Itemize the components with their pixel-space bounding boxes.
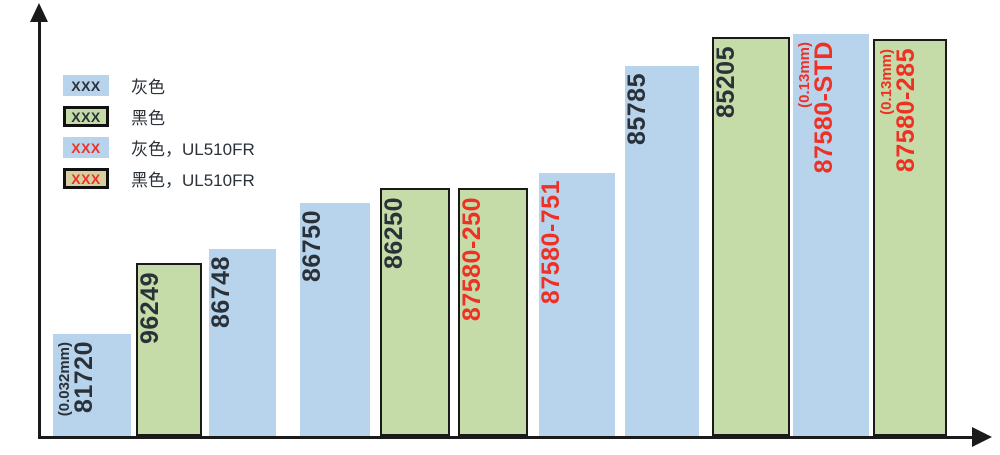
bar-86748[interactable]: 86748: [209, 249, 276, 436]
x-axis-arrow-icon: [972, 427, 992, 447]
legend-swatch-icon: XXX: [63, 168, 109, 189]
bar-sublabel: (0.032mm): [56, 342, 73, 417]
legend-swatch-icon: XXX: [63, 137, 109, 158]
bar-sublabel: (0.13mm): [878, 49, 895, 115]
legend-label: 灰色: [131, 78, 165, 97]
legend-swatch-icon: XXX: [63, 106, 109, 127]
bar-96249[interactable]: 96249: [136, 263, 202, 436]
bar-value-label: 96249: [136, 272, 164, 345]
bar-87580-250[interactable]: 87580-250: [458, 188, 528, 436]
bar-81720[interactable]: 81720 (0.032mm): [53, 334, 131, 436]
legend-label: 灰色，UL510FR: [131, 140, 255, 159]
bar-value-label: 87580-285: [892, 48, 920, 173]
bar-value-label: 85785: [625, 73, 651, 146]
bar-87580-751[interactable]: 87580-751: [539, 173, 615, 436]
bar-value-label: 86748: [209, 256, 235, 329]
legend-label: 黑色，UL510FR: [131, 171, 255, 190]
legend-label: 黑色: [131, 109, 165, 128]
bar-value-label: 81720: [70, 341, 98, 414]
chart-legend: XXX 灰色 XXX 黑色 XXX 灰色，UL510FR XXX 黑色，UL510FR: [63, 72, 255, 196]
bar-value-label: 85205: [712, 46, 740, 119]
y-axis-arrow-icon: [30, 3, 48, 22]
bar-value-label: 86750: [300, 210, 326, 283]
bar-87580-STD[interactable]: 87580-STD (0.13mm): [793, 34, 869, 436]
bar-87580-285[interactable]: 87580-285 (0.13mm): [873, 39, 947, 436]
bar-value-label: 87580-250: [458, 197, 486, 322]
legend-item-black-fr[interactable]: XXX 黑色，UL510FR: [63, 165, 255, 192]
bar-value-label: 87580-751: [539, 180, 565, 305]
bar-85785[interactable]: 85785: [625, 66, 699, 436]
legend-swatch-icon: XXX: [63, 75, 109, 96]
legend-item-gray[interactable]: XXX 灰色: [63, 72, 255, 99]
bar-sublabel: (0.13mm): [796, 42, 813, 108]
bar-value-label: 86250: [380, 197, 408, 270]
bar-85205[interactable]: 85205: [712, 37, 790, 436]
legend-item-black[interactable]: XXX 黑色: [63, 103, 255, 130]
bar-86250[interactable]: 86250: [380, 188, 450, 436]
bar-value-label: 87580-STD: [810, 41, 838, 174]
legend-item-gray-fr[interactable]: XXX 灰色，UL510FR: [63, 134, 255, 161]
x-axis-line: [38, 436, 978, 439]
bar-86750[interactable]: 86750: [300, 203, 370, 436]
y-axis-line: [38, 18, 41, 438]
